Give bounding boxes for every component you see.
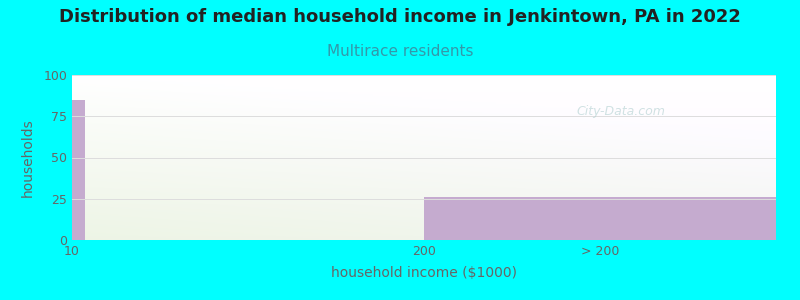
Text: City-Data.com: City-Data.com [577, 105, 666, 118]
Text: Multirace residents: Multirace residents [326, 44, 474, 59]
Bar [424, 197, 776, 240]
Text: Distribution of median household income in Jenkintown, PA in 2022: Distribution of median household income … [59, 8, 741, 26]
Bar [72, 100, 85, 240]
X-axis label: household income ($1000): household income ($1000) [331, 266, 517, 280]
Y-axis label: households: households [21, 118, 35, 197]
